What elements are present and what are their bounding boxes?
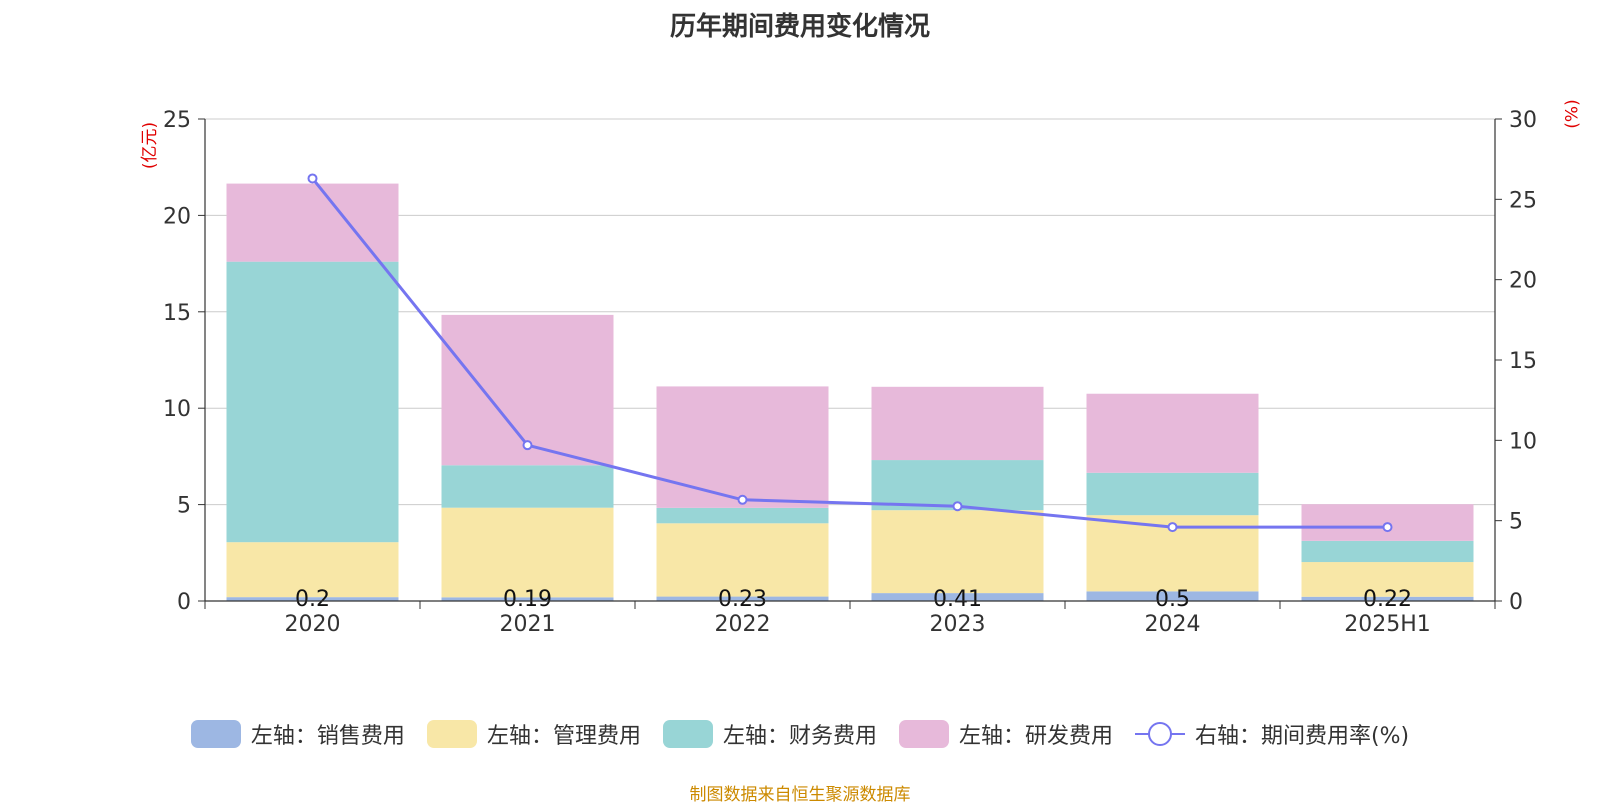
right-axis-tick-label: 15 (1509, 349, 1537, 374)
bar-segment (656, 386, 829, 508)
legend-item-finance[interactable]: 左轴：财务费用 (662, 718, 877, 750)
legend-item-admin[interactable]: 左轴：管理费用 (426, 718, 641, 750)
expense-rate-point (1167, 522, 1178, 533)
left-axis-tick-label: 10 (163, 397, 191, 422)
bar-segment (871, 593, 1044, 601)
x-axis-tick-label: 2024 (1145, 612, 1201, 637)
right-axis-tick-label: 30 (1509, 108, 1537, 133)
bar-segment (441, 597, 614, 601)
legend-swatch-finance (662, 720, 713, 748)
bar-segment (656, 596, 829, 601)
legend-item-rnd[interactable]: 左轴：研发费用 (898, 718, 1113, 750)
chart-title: 历年期间费用变化情况 (669, 12, 930, 42)
bar-data-label: 0.19 (503, 587, 552, 612)
bar-data-label: 0.23 (718, 587, 767, 612)
data-source-note: 制图数据来自恒生聚源数据库 (689, 785, 911, 805)
legend-label-rnd: 左轴：研发费用 (958, 724, 1113, 749)
x-axis-tick-label: 2020 (285, 612, 341, 637)
right-axis-tick-label: 20 (1509, 269, 1537, 294)
x-axis-tick-label: 2021 (500, 612, 556, 637)
legend-label-finance: 左轴：财务费用 (722, 724, 877, 749)
right-axis-tick-label: 25 (1509, 188, 1537, 213)
x-axis-tick-label: 2025H1 (1344, 612, 1431, 637)
legend-swatch-sales (190, 720, 241, 748)
bar-segment (441, 507, 614, 598)
bar-data-label: 0.22 (1363, 587, 1412, 612)
expense-rate-point (737, 494, 748, 505)
right-axis-tick-label: 5 (1509, 510, 1523, 535)
legend-label-expense-rate: 右轴：期间费用率(%) (1194, 724, 1410, 749)
left-axis-tick-label: 15 (163, 301, 191, 326)
right-axis-tick-label: 0 (1509, 590, 1523, 615)
legend-item-sales[interactable]: 左轴：销售费用 (190, 718, 405, 750)
expense-rate-point (1382, 522, 1393, 533)
expense-rate-line (311, 177, 1388, 529)
legend-label-sales: 左轴：销售费用 (250, 724, 405, 749)
bar-segment (1086, 591, 1259, 601)
legend-swatch-rnd (898, 720, 949, 748)
bar-segment (1086, 393, 1259, 473)
bar-data-label: 0.41 (933, 587, 982, 612)
bar-segment (1086, 472, 1259, 516)
bar-segment (871, 386, 1044, 461)
legend-swatch-admin (426, 720, 477, 748)
bar-segment (226, 261, 399, 543)
x-axis-tick-label: 2023 (930, 612, 986, 637)
expense-rate-point (952, 501, 963, 512)
expense-rate-point (307, 173, 318, 184)
legend: 左轴：销售费用 左轴：管理费用 左轴：财务费用 左轴：研发费用 右轴：期间费用率… (0, 718, 1600, 750)
bar-segment (441, 465, 614, 508)
left-axis-tick-label: 20 (163, 204, 191, 229)
bar-data-label: 0.5 (1155, 587, 1190, 612)
legend-label-admin: 左轴：管理费用 (486, 724, 641, 749)
x-axis-tick-label: 2022 (715, 612, 771, 637)
bar-data-label: 0.2 (295, 587, 330, 612)
right-axis-tick-label: 10 (1509, 429, 1537, 454)
bar-segment (1301, 540, 1474, 563)
left-axis-tick-label: 5 (177, 494, 191, 519)
bar-segment (1301, 596, 1474, 601)
bar-segment (226, 542, 399, 598)
left-axis-tick-label: 0 (177, 590, 191, 615)
bar-segment (871, 510, 1044, 594)
left-axis-tick-label: 25 (163, 108, 191, 133)
expense-rate-point (522, 440, 533, 451)
bar-segment (226, 597, 399, 601)
bar-segment (226, 183, 399, 262)
legend-item-expense-rate[interactable]: 右轴：期间费用率(%) (1134, 718, 1410, 750)
bar-segment (656, 507, 829, 524)
legend-swatch-expense-rate (1134, 720, 1185, 748)
bar-segment (656, 523, 829, 597)
bar-segment (1301, 562, 1474, 597)
